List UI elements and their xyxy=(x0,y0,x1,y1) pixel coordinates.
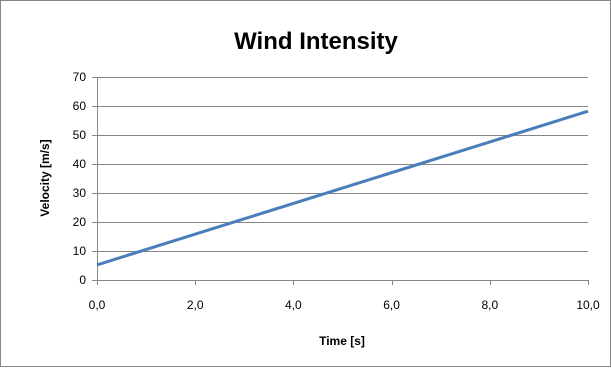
x-tick-label: 6,0 xyxy=(383,298,400,312)
y-tick-label: 0 xyxy=(79,273,86,287)
y-tick-label: 20 xyxy=(73,215,87,229)
y-tick-label: 30 xyxy=(73,186,87,200)
x-tick-label: 10,0 xyxy=(576,298,600,312)
y-tick-label: 60 xyxy=(73,99,87,113)
x-tick-label: 4,0 xyxy=(285,298,302,312)
x-tick-label: 8,0 xyxy=(481,298,498,312)
y-tick-label: 40 xyxy=(73,157,87,171)
x-axis-title: Time [s] xyxy=(319,334,365,348)
series-layer xyxy=(96,109,589,267)
tick-labels: 0 10 20 30 40 50 60 70 0,0 2,0 4,0 6,0 8,0 10,0 xyxy=(73,70,600,312)
y-axis-title: Velocity [m/s] xyxy=(38,139,52,216)
chart-title: Wind Intensity xyxy=(234,28,398,55)
y-tick-label: 70 xyxy=(73,70,87,84)
x-tick-label: 2,0 xyxy=(187,298,204,312)
gridlines xyxy=(97,77,588,252)
y-tick-label: 10 xyxy=(73,244,87,258)
y-tick-label: 50 xyxy=(73,128,87,142)
series-line xyxy=(96,109,589,267)
axes xyxy=(92,77,589,285)
x-tick-label: 0,0 xyxy=(89,298,106,312)
